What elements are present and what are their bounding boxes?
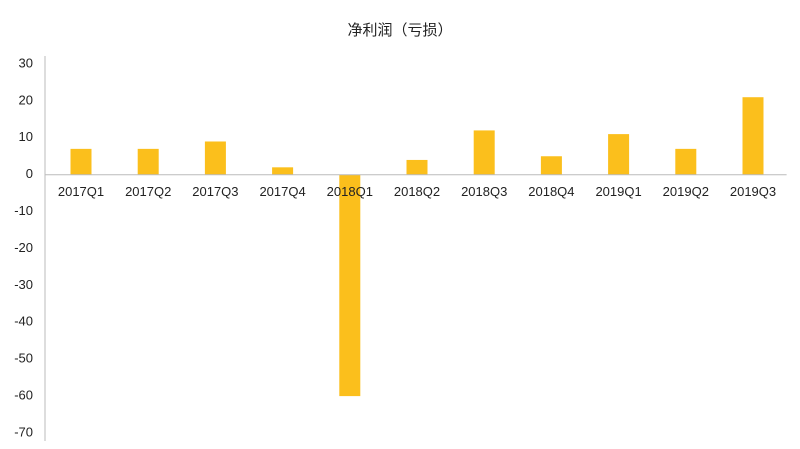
y-tick-label: -30 <box>14 277 33 292</box>
x-tick-label: 2018Q2 <box>394 184 440 199</box>
bar <box>272 167 294 175</box>
bar <box>70 148 92 175</box>
chart-title: 净利润（亏损） <box>347 22 452 39</box>
y-tick-label: -50 <box>14 351 33 366</box>
x-tick-label: 2017Q4 <box>259 184 305 199</box>
x-tick-label: 2019Q3 <box>730 184 776 199</box>
y-tick-label: 20 <box>19 92 33 107</box>
bar <box>473 130 495 175</box>
y-tick-label: -20 <box>14 240 33 255</box>
bar <box>675 148 697 175</box>
y-tick-label: 30 <box>19 55 33 70</box>
x-tick-label: 2018Q4 <box>528 184 574 199</box>
x-tick-label: 2019Q1 <box>595 184 641 199</box>
x-tick-label: 2017Q3 <box>192 184 238 199</box>
x-tick-label: 2018Q1 <box>327 184 373 199</box>
x-tick-label: 2019Q2 <box>663 184 709 199</box>
bar <box>406 159 428 175</box>
x-tick-label: 2017Q1 <box>58 184 104 199</box>
bar <box>540 156 562 175</box>
bar <box>608 134 630 175</box>
bar <box>137 148 159 175</box>
y-tick-label: 0 <box>26 166 33 181</box>
x-tick-label: 2018Q3 <box>461 184 507 199</box>
y-tick-label: -60 <box>14 388 33 403</box>
bar <box>339 174 361 397</box>
bar <box>204 141 226 175</box>
x-tick-label: 2017Q2 <box>125 184 171 199</box>
y-tick-label: -70 <box>14 424 33 439</box>
y-tick-label: 10 <box>19 129 33 144</box>
y-tick-label: -10 <box>14 203 33 218</box>
bar <box>742 97 764 175</box>
y-tick-label: -40 <box>14 314 33 329</box>
